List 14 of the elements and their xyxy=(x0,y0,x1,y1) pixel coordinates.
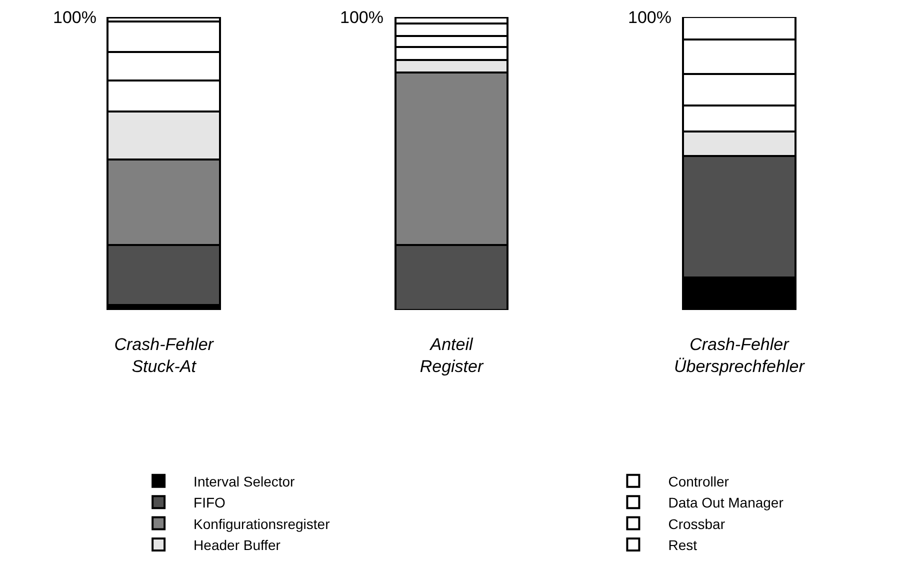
legend-label: Header Buffer xyxy=(194,536,281,553)
legend-label: Rest xyxy=(668,536,698,553)
legend-label: Konfigurationsregister xyxy=(194,516,330,532)
x-tick-label: Crash-Fehler Übersprechfehler xyxy=(674,335,806,376)
legend-label: Crossbar xyxy=(668,516,726,532)
legend-label: Interval Selector xyxy=(194,473,296,490)
legend-label: FIFO xyxy=(194,494,226,511)
legend-label: Controller xyxy=(668,473,730,490)
annotation: 100% xyxy=(628,8,672,27)
legend-label: Data Out Manager xyxy=(668,494,784,511)
annotation: 100% xyxy=(53,8,96,27)
annotation: 100% xyxy=(340,8,384,27)
x-tick-label: Crash-Fehler Stuck-At xyxy=(114,335,215,376)
x-tick-label: Anteil Register xyxy=(420,335,484,376)
